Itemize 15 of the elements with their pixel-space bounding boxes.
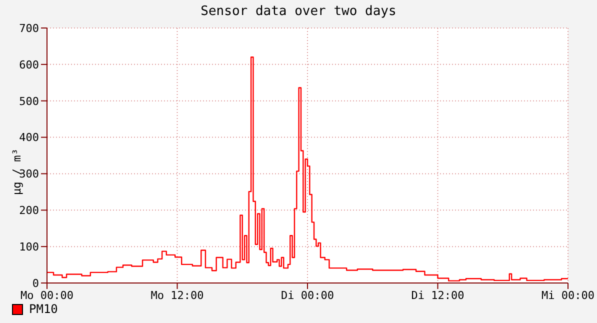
x-tick-label: Mi 00:00	[542, 288, 594, 302]
legend-label: PM10	[29, 302, 58, 316]
y-tick-label: 200	[19, 204, 39, 218]
y-tick-label: 100	[19, 240, 39, 254]
y-tick-label: 300	[19, 168, 39, 181]
x-tick-label: Mo 00:00	[20, 288, 74, 302]
y-tick-label: 400	[19, 131, 39, 144]
x-tick-label: Mo 12:00	[150, 288, 204, 302]
x-tick-label: Di 00:00	[281, 288, 334, 302]
x-tick-label: Di 12:00	[411, 288, 464, 302]
y-tick-label: 600	[19, 58, 39, 72]
y-tick-label: 700	[19, 22, 39, 35]
chart-title: Sensor data over two days	[200, 4, 398, 19]
y-tick-label: 500	[19, 94, 39, 108]
y-tick-label: 0	[32, 276, 39, 290]
